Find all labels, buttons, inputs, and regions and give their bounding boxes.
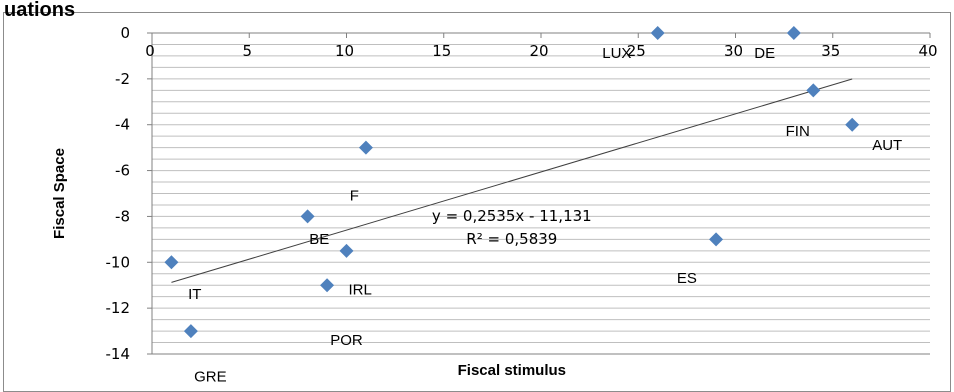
x-tick-label: 35 [821, 42, 840, 60]
point-label: POR [330, 332, 363, 349]
x-tick-label: 5 [242, 42, 252, 60]
trendline-r2: R² = 0,5839 [466, 230, 557, 248]
y-tick-label: -8 [115, 207, 130, 225]
x-tick-label: 15 [432, 42, 451, 60]
y-tick-label: -10 [106, 253, 131, 271]
y-tick-label: -12 [106, 299, 131, 317]
x-axis-title: Fiscal stimulus [458, 362, 566, 379]
x-tick-label: 30 [724, 42, 743, 60]
x-tick-label: 25 [627, 42, 646, 60]
scatter-chart: IT GRE F BE IRL POR LUX DE ES FIN AUT 0 -2 -4 -6 -8 -10… [51, 24, 938, 386]
point-label: DE [754, 45, 775, 62]
data-point [650, 26, 665, 40]
tick-labels: 0 -2 -4 -6 -8 -10 -12 -14 0 5 10 15 20 25 30 35 40 [106, 24, 938, 363]
x-tick-label: 20 [529, 42, 548, 60]
data-point [845, 117, 860, 132]
y-tick-label: -14 [106, 345, 131, 363]
point-label: AUT [872, 137, 902, 154]
y-tick-label: -2 [115, 70, 130, 88]
data-point [709, 232, 724, 247]
data-point [339, 243, 354, 258]
point-label: F [350, 187, 359, 204]
data-point [806, 83, 821, 98]
clipped-heading: uations [4, 0, 76, 21]
point-label: LUX [602, 45, 631, 62]
point-label: IT [188, 286, 201, 303]
point-label: IRL [348, 281, 371, 298]
data-point [164, 255, 179, 270]
gridlines [152, 32, 930, 355]
y-tick-label: -4 [115, 116, 130, 134]
point-label: GRE [194, 369, 227, 386]
trendline [171, 78, 853, 283]
data-points [164, 26, 860, 339]
point-labels: IT GRE F BE IRL POR LUX DE ES FIN AUT [188, 45, 902, 385]
data-point [183, 324, 198, 339]
x-tick-label: 0 [145, 42, 155, 60]
x-tick-label: 10 [335, 42, 354, 60]
data-point [300, 209, 315, 224]
x-tick-label: 40 [918, 42, 937, 60]
chart-frame: uations IT GRE F BE IRL POR LUX DE ES FIN AUT 0 -2 -… [3, 0, 951, 392]
point-label: ES [677, 270, 697, 287]
point-label: FIN [786, 123, 810, 140]
data-point [786, 26, 801, 40]
trendline-equation: y = 0,2535x - 11,131 [432, 207, 592, 225]
data-point [320, 278, 335, 293]
trendline-group [171, 78, 853, 283]
y-tick-label: 0 [120, 24, 130, 42]
data-point [358, 140, 373, 155]
point-label: BE [309, 231, 329, 248]
y-axis-title: Fiscal Space [51, 148, 68, 239]
y-tick-label: -6 [115, 162, 130, 180]
